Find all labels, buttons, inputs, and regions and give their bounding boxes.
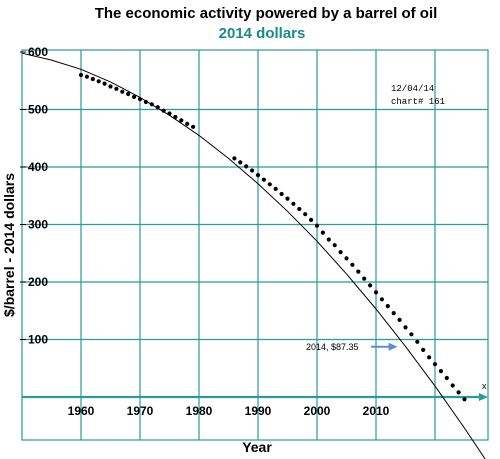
data-point xyxy=(256,173,260,177)
y-tick-label: 500 xyxy=(28,103,48,117)
data-point xyxy=(409,332,413,336)
plot-border xyxy=(22,50,488,440)
x-tick-label: 1970 xyxy=(127,404,154,418)
data-point xyxy=(380,297,384,301)
x-axis-label: Year xyxy=(242,439,272,455)
data-point xyxy=(291,202,295,206)
note-date: 12/04/14 xyxy=(391,84,434,94)
data-point xyxy=(150,102,154,106)
data-point xyxy=(303,212,307,216)
data-point xyxy=(439,369,443,373)
y-tick-label: 400 xyxy=(28,160,48,174)
data-point xyxy=(126,92,130,96)
data-point xyxy=(386,304,390,308)
data-point xyxy=(344,256,348,260)
data-point xyxy=(350,263,354,267)
data-point xyxy=(315,224,319,228)
data-point xyxy=(91,77,95,81)
y-tick-label: 300 xyxy=(28,218,48,232)
x-tick-label: 1990 xyxy=(245,404,272,418)
data-point xyxy=(333,243,337,247)
data-point xyxy=(368,283,372,287)
note-chart-number: chart# 161 xyxy=(391,97,445,107)
annotation-arrow-head xyxy=(389,343,398,351)
data-point xyxy=(244,164,248,168)
y-axis-label: $/barrel - 2014 dollars xyxy=(1,173,17,317)
data-point xyxy=(285,197,289,201)
data-point xyxy=(132,95,136,99)
x-tick-label: 1980 xyxy=(186,404,213,418)
annotation: 2014, $87.35 xyxy=(306,342,398,352)
x-tick-label: 2010 xyxy=(363,404,390,418)
data-point xyxy=(403,325,407,329)
data-point xyxy=(374,290,378,294)
data-point xyxy=(457,390,461,394)
y-tick-label: 200 xyxy=(28,275,48,289)
data-point xyxy=(79,73,83,77)
x-axis-arrow xyxy=(479,393,488,401)
data-point xyxy=(268,182,272,186)
data-point xyxy=(421,348,425,352)
data-point xyxy=(398,318,402,322)
data-point xyxy=(120,90,124,94)
data-point xyxy=(138,97,142,101)
data-point xyxy=(144,100,148,104)
data-point xyxy=(85,75,89,79)
data-point xyxy=(415,340,419,344)
data-point xyxy=(427,355,431,359)
data-point xyxy=(451,383,455,387)
x-tick-label: 2000 xyxy=(304,404,331,418)
data-point xyxy=(309,218,313,222)
data-point xyxy=(108,84,112,88)
data-point xyxy=(97,79,101,83)
data-point xyxy=(250,168,254,172)
data-point xyxy=(103,82,107,86)
data-point xyxy=(327,237,331,241)
chart-subtitle: 2014 dollars xyxy=(219,25,306,42)
x-tick-label: 1960 xyxy=(68,404,95,418)
chart-title: The economic activity powered by a barre… xyxy=(95,5,438,22)
data-point xyxy=(238,160,242,164)
grid xyxy=(22,50,488,440)
annotation-label: 2014, $87.35 xyxy=(306,342,359,352)
data-point xyxy=(173,115,177,119)
data-point xyxy=(356,270,360,274)
data-point xyxy=(167,111,171,115)
data-point xyxy=(280,192,284,196)
data-point xyxy=(262,178,266,182)
data-point xyxy=(321,231,325,235)
data-point xyxy=(162,109,166,113)
data-point xyxy=(362,277,366,281)
data-point xyxy=(179,118,183,122)
data-points xyxy=(79,73,467,402)
data-point xyxy=(445,376,449,380)
y-tick-label: 100 xyxy=(28,333,48,347)
data-point xyxy=(156,105,160,109)
data-point xyxy=(274,187,278,191)
data-point xyxy=(114,87,118,91)
data-point xyxy=(232,156,236,160)
x-axis-letter: x xyxy=(482,381,487,391)
data-point xyxy=(433,362,437,366)
data-point xyxy=(339,250,343,254)
data-point xyxy=(297,207,301,211)
data-point xyxy=(191,125,195,129)
data-point xyxy=(185,122,189,126)
x-tick-labels: 1960 1970 1980 1990 2000 2010 xyxy=(68,404,390,418)
data-point xyxy=(462,397,466,401)
data-point xyxy=(392,311,396,315)
